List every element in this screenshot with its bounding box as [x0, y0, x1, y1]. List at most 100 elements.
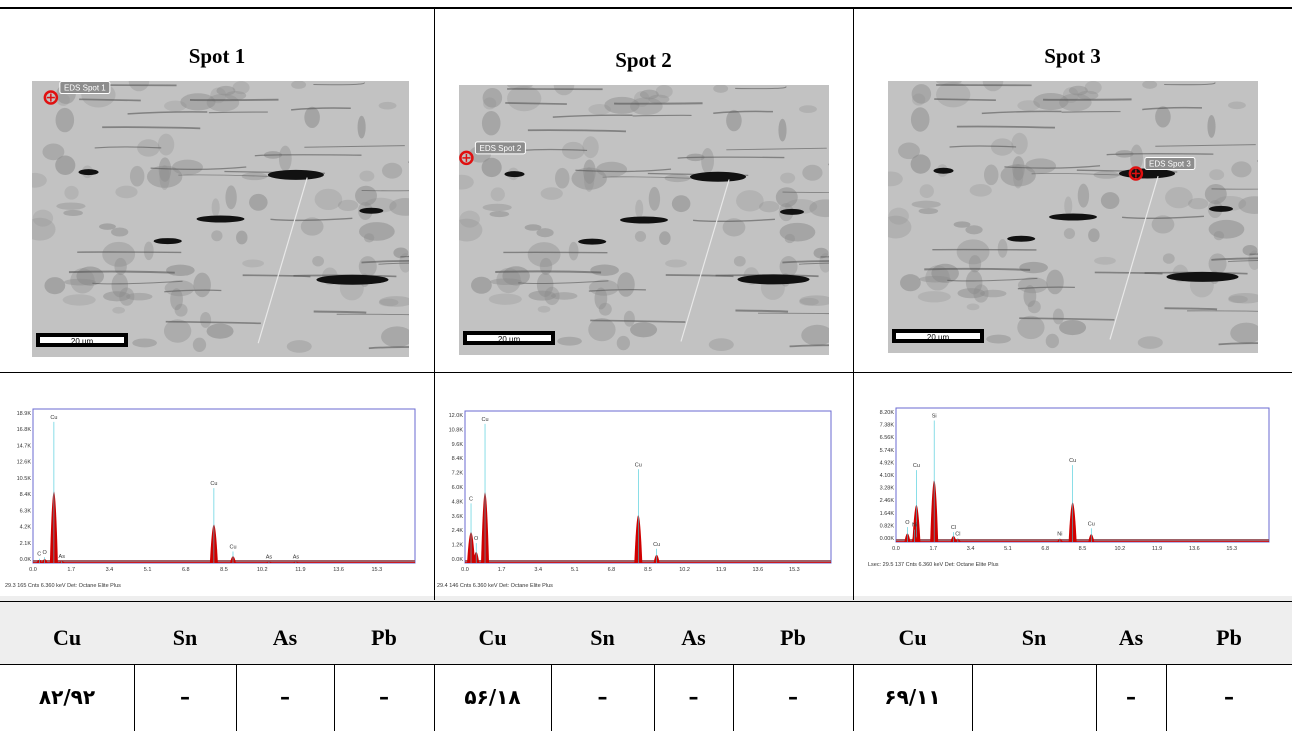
y-tick-label: 6.0K	[452, 485, 464, 491]
element-value: –	[280, 685, 290, 709]
column-divider	[1166, 664, 1167, 731]
x-tick-label: 6.8	[1041, 546, 1049, 552]
spot-marker-icon	[1128, 166, 1144, 181]
scale-bar: 20 um	[892, 329, 984, 343]
eds-spectrum: 8.20K 7.38K 6.56K 5.74K 4.92K 4.10K 3.28K 2.46K…	[866, 404, 1273, 572]
element-value: –	[379, 685, 389, 709]
element-value	[972, 664, 1096, 731]
spot-marker-icon	[43, 90, 59, 105]
column-divider	[236, 664, 237, 731]
x-tick-label: 8.5	[1079, 546, 1087, 552]
element-value: –	[597, 685, 608, 709]
sem-micrograph: 20 um EDS Spot 2	[459, 85, 829, 355]
plot-frame	[895, 407, 1270, 543]
x-tick-label: 15.3	[1226, 546, 1237, 552]
sem-micrograph: 20 um EDS Spot 3	[888, 81, 1258, 353]
y-tick-label: 8.4K	[452, 456, 464, 462]
y-tick-label: 3.6K	[452, 514, 464, 520]
spectrum-footer: 29.4 146 Cnts 6.360 keV Det: Octane Elit…	[437, 583, 553, 589]
sem-texture: 20 um EDS Spot 2	[459, 85, 829, 355]
element-value: ۵۶/۱۸	[464, 685, 521, 709]
y-tick-label: 7.38K	[880, 423, 895, 429]
element-value: –	[788, 685, 798, 709]
column-divider	[853, 664, 854, 731]
spot-label: EDS Spot 1	[59, 81, 111, 95]
x-tick-label: 3.4	[534, 567, 542, 573]
peak-label: Cu	[653, 542, 660, 548]
spot-title: Spot 2	[615, 48, 672, 72]
x-tick-label: 15.3	[371, 567, 382, 573]
y-tick-label: 0.0K	[20, 557, 32, 563]
x-tick-label: 0.0	[892, 546, 900, 552]
eds-spectrum: 12.0K 10.8K 9.6K 8.4K 7.2K 6.0K 4.8K 3.6K 2.4K 1.…	[435, 407, 835, 593]
peak-label: As	[266, 555, 273, 561]
element-value: ۸۲/۹۲	[38, 685, 96, 709]
element-header: Pb	[371, 625, 397, 650]
row-divider	[0, 601, 1292, 602]
spectrum-footer: Lsec: 29.5 137 Cnts 6.360 keV Det: Octan…	[868, 562, 999, 568]
element-header: Pb	[1216, 625, 1242, 650]
y-tick-label: 4.10K	[880, 473, 895, 479]
x-tick-label: 3.4	[106, 567, 114, 573]
element-value: –	[1224, 685, 1234, 709]
x-tick-label: 8.5	[644, 567, 652, 573]
peak-label: Ni	[1057, 531, 1062, 537]
y-tick-label: 2.4K	[452, 528, 464, 534]
peak-label: As	[59, 554, 66, 560]
y-tick-label: 2.1K	[20, 541, 32, 547]
peak-label: Cu	[1088, 521, 1095, 527]
spot-title: Spot 3	[1044, 44, 1101, 68]
scale-bar-label: 20 um	[71, 337, 94, 346]
y-tick-label: 8.4K	[20, 492, 32, 498]
y-tick-label: 2.46K	[880, 498, 895, 504]
spectrum-plot: 8.20K 7.38K 6.56K 5.74K 4.92K 4.10K 3.28K 2.46K…	[868, 407, 1270, 568]
plot-frame	[464, 410, 832, 564]
scale-bar: 20 um	[36, 333, 128, 347]
element-header-row	[0, 596, 1292, 664]
y-tick-label: 14.7K	[17, 443, 32, 449]
table-top-border	[0, 7, 1292, 9]
column-divider	[733, 664, 734, 731]
spot-title: Spot 1	[188, 44, 246, 68]
element-header: Cu	[52, 625, 82, 650]
x-tick-label: 13.6	[333, 567, 344, 573]
y-tick-label: 8.20K	[880, 410, 895, 416]
peak-label: Cu	[50, 415, 57, 421]
x-tick-label: 3.4	[967, 546, 975, 552]
x-tick-label: 1.7	[929, 546, 937, 552]
peak-label: O	[905, 520, 910, 526]
element-header: Sn	[172, 625, 198, 650]
peak-label: Cl	[951, 525, 956, 531]
peak-label: O	[474, 536, 479, 542]
sem-texture: 20 um EDS Spot 3	[888, 81, 1258, 353]
peak-label: C	[469, 496, 473, 502]
element-header: Cu	[478, 625, 507, 650]
x-tick-label: 8.5	[220, 567, 228, 573]
x-tick-label: 13.6	[1189, 546, 1200, 552]
x-tick-label: 1.7	[67, 567, 75, 573]
y-tick-label: 18.9K	[17, 411, 32, 417]
column-divider	[1096, 664, 1097, 731]
element-header: As	[272, 625, 298, 650]
y-tick-label: 4.8K	[452, 499, 464, 505]
x-tick-label: 5.1	[571, 567, 579, 573]
x-tick-label: 10.2	[1114, 546, 1125, 552]
peak-label: Cu	[1069, 458, 1076, 464]
column-divider	[972, 664, 973, 731]
svg-text:EDS Spot 1: EDS Spot 1	[64, 84, 106, 93]
x-tick-label: 15.3	[789, 567, 800, 573]
sem-texture: 20 um EDS Spot 1	[32, 81, 409, 357]
svg-text:EDS Spot 2: EDS Spot 2	[479, 144, 521, 153]
spot-label: EDS Spot 2	[474, 141, 526, 155]
element-value: –	[180, 685, 190, 709]
x-tick-label: 10.2	[257, 567, 268, 573]
y-tick-label: 4.2K	[20, 525, 32, 531]
y-tick-label: 6.3K	[20, 508, 32, 514]
element-header: As	[681, 625, 706, 650]
peak-label: Cu	[482, 417, 489, 423]
y-tick-label: 6.56K	[880, 435, 895, 441]
element-header: Sn	[1021, 625, 1047, 650]
y-tick-label: 7.2K	[452, 471, 464, 477]
y-tick-label: 3.28K	[880, 486, 895, 492]
spectrum-plot: 12.0K 10.8K 9.6K 8.4K 7.2K 6.0K 4.8K 3.6K 2.4K 1.…	[437, 410, 832, 589]
